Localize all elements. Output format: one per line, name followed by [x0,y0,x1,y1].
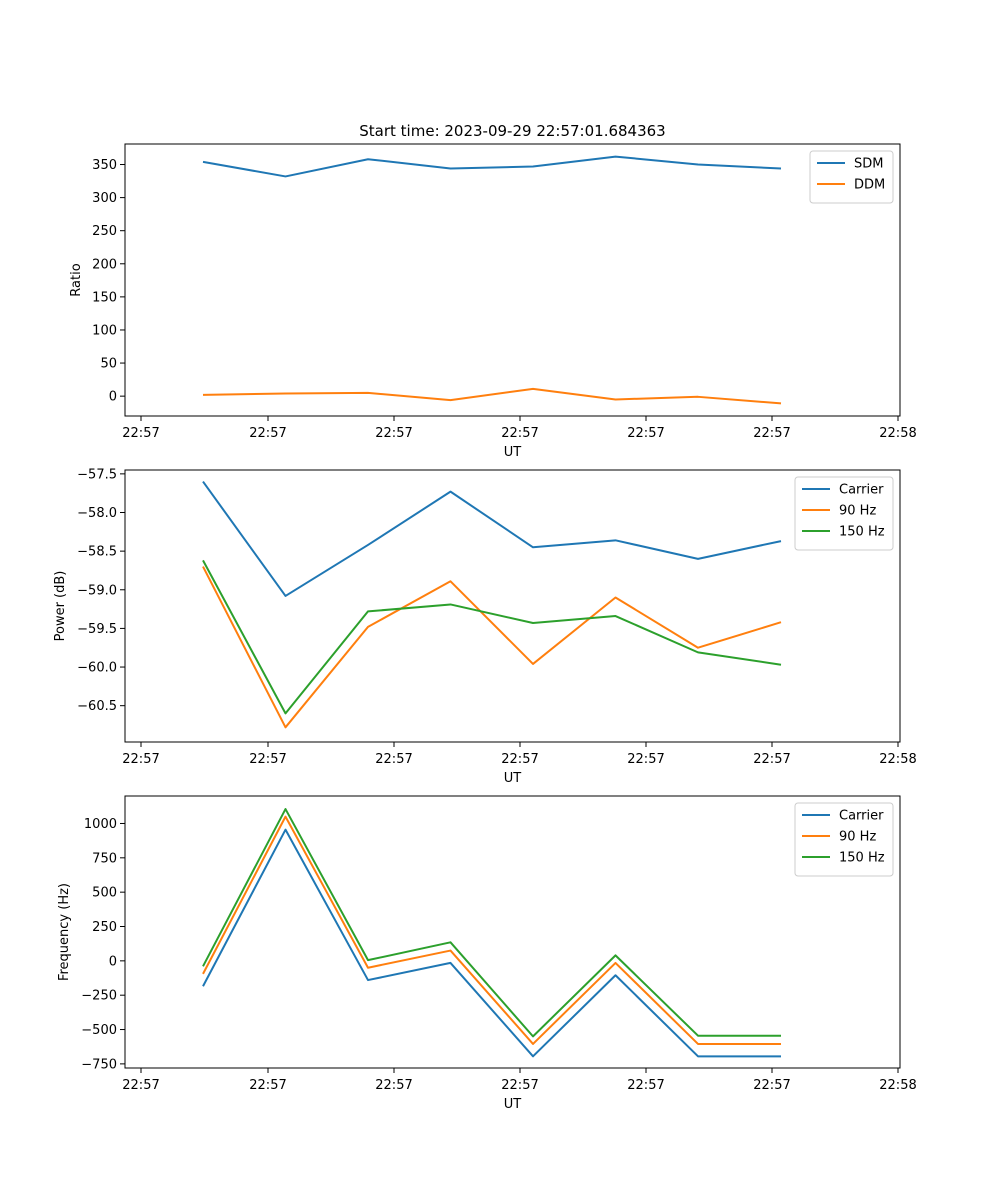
ratio-x-tick-label: 22:58 [879,426,916,441]
power-legend: Carrier 90 Hz 150 Hz [794,476,894,551]
power-x-tick-label: 22:57 [375,752,412,767]
frequency-y-tick-label: 750 [92,851,117,866]
power-y-tick-label: −57.5 [77,467,117,482]
ratio-y-tick-label: 100 [92,323,117,338]
ratio-x-axis-label: UT [504,445,522,460]
frequency-legend-label: 150 Hz [839,851,885,866]
ratio-legend-label: DDM [854,178,885,193]
ratio-y-tick-label: 350 [92,158,117,173]
power-y-tick-label: −60.5 [77,699,117,714]
frequency-y-tick-label: 0 [109,954,117,969]
ratio-legend: SDM DDM [809,150,894,204]
frequency-series-carrier [202,828,781,1058]
ratio-y-tick-label: 150 [92,290,117,305]
power-axes-frame [124,469,901,743]
ratio-x-tick-label: 22:57 [501,426,538,441]
power-legend-label: 90 Hz [839,504,876,519]
power-x-tick-label: 22:58 [879,752,916,767]
ratio-x-tick-label: 22:57 [375,426,412,441]
power-series-150-hz [202,559,782,715]
frequency-y-tick-label: 1000 [84,817,117,832]
ratio-y-tick-label: 250 [92,224,117,239]
frequency-y-tick-label: −500 [81,1023,117,1038]
power-y-axis-label: Power (dB) [53,571,68,642]
power-y-tick-label: −58.0 [77,506,117,521]
ratio-series-ddm [202,387,782,405]
frequency-legend-label: Carrier [839,809,884,824]
ratio-x-tick-label: 22:57 [627,426,664,441]
ratio-legend-label: SDM [854,157,883,172]
power-x-tick-label: 22:57 [122,752,159,767]
frequency-x-tick-label: 22:58 [879,1078,916,1093]
frequency-x-axis-label: UT [504,1097,522,1112]
frequency-x-tick-label: 22:57 [249,1078,286,1093]
frequency-x-tick-label: 22:57 [627,1078,664,1093]
ratio-series-sdm [202,155,782,178]
ratio-y-tick-label: 50 [100,357,117,372]
power-y-tick-label: −58.5 [77,545,117,560]
ratio-x-tick-label: 22:57 [249,426,286,441]
panel-ratio: 22:57 22:57 22:57 22:57 22:57 22:57 22:58 UT 0 50… [69,143,917,460]
frequency-legend: Carrier 90 Hz 150 Hz [794,802,894,877]
power-series-carrier [202,481,782,597]
frequency-y-tick-label: 500 [92,886,117,901]
panel-frequency: 22:57 22:57 22:57 22:57 22:57 22:57 22:58 UT −75… [57,795,917,1112]
frequency-x-tick-label: 22:57 [753,1078,790,1093]
power-legend-label: 150 Hz [839,525,885,540]
power-legend-label: Carrier [839,483,884,498]
frequency-x-tick-label: 22:57 [375,1078,412,1093]
ratio-x-tick-label: 22:57 [122,426,159,441]
frequency-y-tick-label: −750 [81,1057,117,1072]
power-x-tick-label: 22:57 [501,752,538,767]
power-x-axis-label: UT [504,771,522,786]
ratio-axes-frame [124,143,901,417]
frequency-series-90-hz [202,815,781,1045]
frequency-series-150-hz [202,808,781,1038]
power-y-tick-label: −59.5 [77,622,117,637]
ratio-y-tick-label: 0 [109,390,117,405]
ratio-y-tick-label: 300 [92,191,117,206]
ratio-y-tick-label: 200 [92,257,117,272]
frequency-y-axis-label: Frequency (Hz) [57,883,72,981]
frequency-axes-frame [124,795,901,1069]
frequency-legend-label: 90 Hz [839,830,876,845]
frequency-y-tick-label: −250 [81,989,117,1004]
power-y-tick-label: −59.0 [77,583,117,598]
ratio-y-axis-label: Ratio [69,263,84,296]
panel-power: 22:57 22:57 22:57 22:57 22:57 22:57 22:58 UT −60… [53,467,917,786]
power-x-tick-label: 22:57 [753,752,790,767]
frequency-x-tick-label: 22:57 [501,1078,538,1093]
power-series-90-hz [202,566,782,729]
ratio-x-tick-label: 22:57 [753,426,790,441]
power-y-tick-label: −60.0 [77,661,117,676]
frequency-y-tick-label: 250 [92,920,117,935]
power-x-tick-label: 22:57 [627,752,664,767]
figure-title: Start time: 2023-09-29 22:57:01.684363 [359,122,665,140]
power-x-tick-label: 22:57 [249,752,286,767]
frequency-x-tick-label: 22:57 [122,1078,159,1093]
